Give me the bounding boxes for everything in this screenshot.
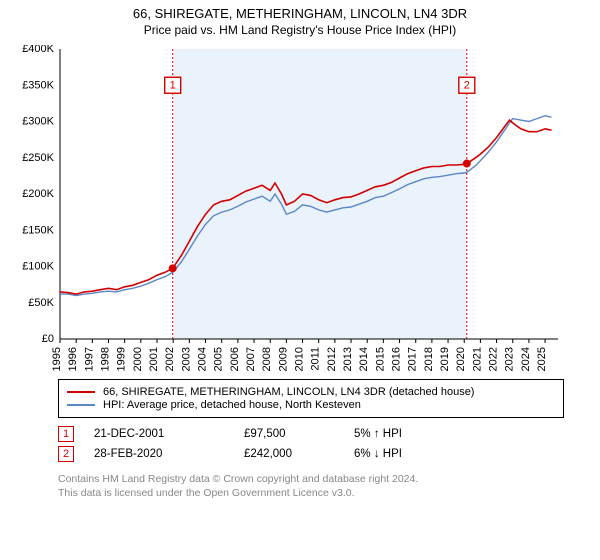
svg-text:2008: 2008	[261, 347, 273, 371]
svg-text:1995: 1995	[51, 347, 63, 371]
legend-row-red: 66, SHIREGATE, METHERINGHAM, LINCOLN, LN…	[67, 386, 555, 398]
svg-text:2004: 2004	[197, 347, 209, 371]
legend-label-red: 66, SHIREGATE, METHERINGHAM, LINCOLN, LN…	[103, 386, 474, 398]
legend-swatch-blue	[67, 404, 95, 406]
svg-text:2006: 2006	[229, 347, 241, 371]
sale-diff-1: 5% ↑ HPI	[354, 428, 402, 440]
legend: 66, SHIREGATE, METHERINGHAM, LINCOLN, LN…	[58, 379, 564, 418]
svg-text:2000: 2000	[132, 347, 144, 371]
svg-text:1997: 1997	[83, 347, 95, 371]
svg-text:2025: 2025	[536, 347, 548, 371]
svg-text:2017: 2017	[407, 347, 419, 371]
svg-text:2013: 2013	[342, 347, 354, 371]
svg-text:1996: 1996	[67, 347, 79, 371]
svg-text:£200K: £200K	[22, 188, 54, 200]
svg-text:2020: 2020	[455, 347, 467, 371]
svg-text:2001: 2001	[148, 347, 160, 371]
footer-line2: This data is licensed under the Open Gov…	[58, 486, 564, 500]
title-address: 66, SHIREGATE, METHERINGHAM, LINCOLN, LN…	[0, 6, 600, 21]
svg-text:2021: 2021	[471, 347, 483, 371]
svg-text:2024: 2024	[520, 347, 532, 371]
svg-text:2005: 2005	[213, 347, 225, 371]
svg-text:2023: 2023	[504, 347, 516, 371]
svg-text:2019: 2019	[439, 347, 451, 371]
sale-marker-2: 2	[58, 446, 74, 462]
sale-price-2: £242,000	[244, 448, 334, 460]
svg-text:2015: 2015	[374, 347, 386, 371]
sale-date-1: 21-DEC-2001	[94, 428, 224, 440]
sale-marker-1: 1	[58, 426, 74, 442]
chart-svg: £0 £50K £100K £150K £200K £250K £300K £350K £400…	[12, 45, 572, 375]
sale-date-2: 28-FEB-2020	[94, 448, 224, 460]
svg-text:1998: 1998	[100, 347, 112, 371]
svg-text:2014: 2014	[358, 347, 370, 371]
svg-text:1999: 1999	[116, 347, 128, 371]
legend-row-blue: HPI: Average price, detached house, Nort…	[67, 399, 555, 411]
sale-row-1: 1 21-DEC-2001 £97,500 5% ↑ HPI	[58, 426, 564, 442]
svg-text:£250K: £250K	[22, 152, 54, 164]
chart-titles: 66, SHIREGATE, METHERINGHAM, LINCOLN, LN…	[0, 0, 600, 39]
footer-attribution: Contains HM Land Registry data © Crown c…	[58, 472, 564, 500]
svg-text:2009: 2009	[277, 347, 289, 371]
svg-text:£50K: £50K	[28, 297, 54, 309]
svg-text:2022: 2022	[488, 347, 500, 371]
svg-text:2007: 2007	[245, 347, 257, 371]
svg-text:£300K: £300K	[22, 116, 54, 128]
sales-table: 1 21-DEC-2001 £97,500 5% ↑ HPI 2 28-FEB-…	[58, 426, 564, 462]
chart-plot: £0 £50K £100K £150K £200K £250K £300K £350K £400…	[12, 45, 588, 375]
footer-line1: Contains HM Land Registry data © Crown c…	[58, 472, 564, 486]
svg-text:2012: 2012	[326, 347, 338, 371]
title-subtitle: Price paid vs. HM Land Registry's House …	[0, 23, 600, 37]
svg-text:2018: 2018	[423, 347, 435, 371]
svg-text:2003: 2003	[180, 347, 192, 371]
svg-text:1: 1	[170, 79, 176, 91]
svg-text:2010: 2010	[294, 347, 306, 371]
chart-container: 66, SHIREGATE, METHERINGHAM, LINCOLN, LN…	[0, 0, 600, 560]
svg-text:2: 2	[464, 79, 470, 91]
sale-row-2: 2 28-FEB-2020 £242,000 6% ↓ HPI	[58, 446, 564, 462]
svg-text:£100K: £100K	[22, 261, 54, 273]
sale-diff-2: 6% ↓ HPI	[354, 448, 402, 460]
svg-text:£400K: £400K	[22, 45, 54, 55]
legend-label-blue: HPI: Average price, detached house, Nort…	[103, 399, 361, 411]
svg-text:2002: 2002	[164, 347, 176, 371]
svg-text:£150K: £150K	[22, 224, 54, 236]
legend-swatch-red	[67, 391, 95, 393]
sale-price-1: £97,500	[244, 428, 334, 440]
svg-text:£0: £0	[42, 333, 54, 345]
svg-text:2011: 2011	[310, 347, 322, 371]
svg-text:£350K: £350K	[22, 79, 54, 91]
svg-text:2016: 2016	[391, 347, 403, 371]
